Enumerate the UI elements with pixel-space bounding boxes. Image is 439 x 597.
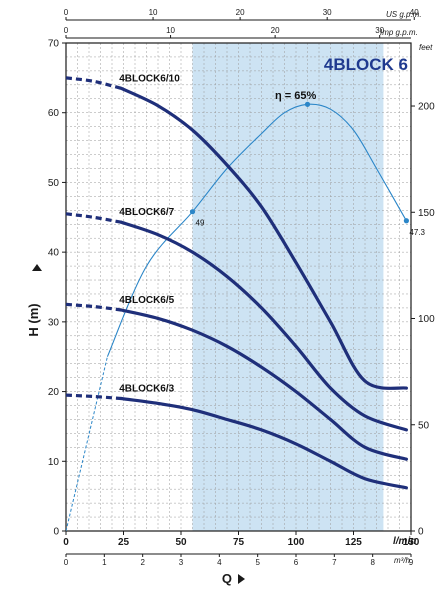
m3h-tick-label: 9 [409, 558, 414, 567]
y-axis-arrow-icon [32, 264, 42, 271]
m3h-tick-label: 0 [64, 558, 69, 567]
head-curve [119, 396, 408, 490]
curve-label: 4BLOCK6/5 [119, 295, 174, 306]
head-curve [119, 220, 408, 432]
curve-labels: 4BLOCK6/10 4BLOCK6/7 4BLOCK6/5 4BLOCK6/3 [119, 73, 180, 394]
feet-tick-label: 100 [418, 314, 435, 325]
x-unit-secondary: m³/h [394, 556, 411, 565]
x-tick-label: 150 [403, 537, 420, 548]
y-tick-label: 70 [48, 39, 60, 50]
feet-tick-label: 50 [418, 420, 430, 431]
impgpm-tick-label: 10 [166, 26, 175, 35]
x-tick-label: 125 [345, 537, 362, 548]
impgpm-tick-label: 20 [271, 26, 280, 35]
y-tick-label: 50 [48, 178, 60, 189]
m3h-tick-label: 4 [217, 558, 222, 567]
feet-tick-label: 200 [418, 102, 435, 113]
x-unit-top1: US g.p.m. [386, 10, 422, 19]
y-unit-right: feet [419, 43, 433, 52]
efficiency-label: η = 65% [275, 90, 316, 102]
grid [66, 43, 411, 531]
curve-label: 4BLOCK6/3 [119, 384, 174, 395]
chart-title: 4BLOCK 6 [324, 55, 408, 74]
head-curve-dashed [66, 76, 122, 90]
y-tick-label: 0 [53, 527, 59, 538]
y-tick-label: 10 [48, 457, 60, 468]
operating-range-band [192, 43, 384, 531]
usgpm-tick-label: 40 [410, 8, 419, 17]
efficiency-marker [304, 101, 311, 107]
m3h-tick-label: 8 [370, 558, 375, 567]
y-tick-label: 30 [48, 317, 60, 328]
operating-range-rect [192, 43, 384, 531]
usgpm-tick-label: 20 [236, 8, 245, 17]
usgpm-tick-label: 0 [64, 8, 69, 17]
m3h-tick-label: 2 [140, 558, 145, 567]
efficiency-marker-label: 47.3 [409, 228, 425, 237]
x-axis-arrow-icon [238, 574, 245, 584]
efficiency-markers: 49 47.3 [189, 101, 426, 237]
curve-label: 4BLOCK6/7 [119, 207, 174, 218]
y-tick-label: 20 [48, 387, 60, 398]
efficiency-marker [189, 209, 196, 215]
x-unit-top2: Imp g.p.m. [380, 28, 418, 37]
x-tick-label: 100 [288, 537, 305, 548]
head-curve-dashed [66, 393, 122, 401]
curve-label: 4BLOCK6/10 [119, 73, 180, 84]
x-tick-label: 0 [63, 537, 69, 548]
m3h-tick-label: 7 [332, 558, 337, 567]
efficiency-dashed-line [66, 356, 108, 531]
x-unit-primary: l/min [393, 536, 416, 547]
x-tick-label: 25 [118, 537, 130, 548]
usgpm-tick-label: 10 [149, 8, 158, 17]
x-tick-label: 50 [175, 537, 187, 548]
efficiency-marker-label: 49 [196, 219, 205, 228]
impgpm-tick-label: 0 [64, 26, 69, 35]
feet-tick-label: 0 [418, 527, 424, 538]
head-curve [119, 308, 408, 461]
head-curve-dashed [66, 212, 122, 224]
x-tick-label: 75 [233, 537, 245, 548]
m3h-tick-label: 5 [255, 558, 260, 567]
impgpm-tick-label: 30 [375, 26, 384, 35]
head-curve [119, 86, 408, 390]
feet-tick-label: 150 [418, 208, 435, 219]
efficiency-marker [403, 218, 409, 224]
m3h-tick-label: 3 [179, 558, 184, 567]
m3h-tick-label: 1 [102, 558, 107, 567]
head-curves [66, 76, 408, 490]
usgpm-tick-label: 30 [323, 8, 332, 17]
y-tick-label: 60 [48, 108, 60, 119]
y-axis-title: H (m) [26, 303, 41, 336]
x-axis-title: Q [222, 571, 232, 586]
y-tick-label: 40 [48, 248, 60, 259]
m3h-tick-label: 6 [294, 558, 299, 567]
head-curve-dashed [66, 302, 122, 312]
